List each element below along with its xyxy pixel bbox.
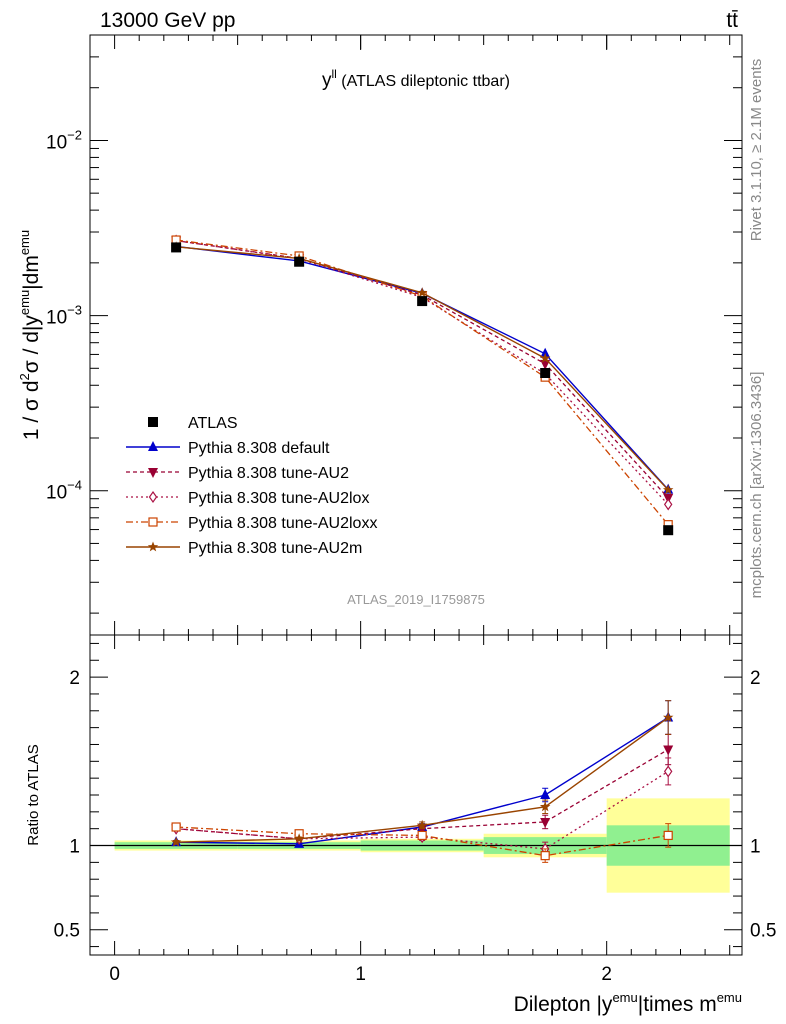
series-point — [539, 352, 551, 363]
svg-text:1 / σ d2σ / d|yemu|dmemu: 1 / σ d2σ / d|yemu|dmemu — [17, 230, 43, 440]
x-tick-label: 0 — [109, 964, 120, 985]
data-point — [417, 296, 428, 307]
legend-marker — [148, 417, 158, 427]
energy-label: 13000 GeV pp — [100, 9, 235, 32]
analysis-id: ATLAS_2019_I1759875 — [347, 592, 485, 607]
data-point — [171, 242, 182, 253]
ratio-tick-label-right: 1 — [750, 837, 761, 858]
mcplots-label: mcplots.cern.ch [arXiv:1306.3436] — [748, 372, 765, 599]
y-tick-label: 10−4 — [46, 478, 82, 504]
ratio-series-point — [170, 836, 182, 847]
y-tick-label: 10−3 — [46, 303, 82, 329]
ratio-frame — [89, 634, 743, 956]
data-point — [294, 256, 305, 267]
series-point — [663, 498, 673, 511]
legend-label: ATLAS — [188, 415, 238, 432]
legend-entry: Pythia 8.308 tune-AU2loxx — [126, 515, 377, 532]
title-main: y — [322, 70, 332, 91]
series-point — [663, 484, 674, 495]
legend: ATLAS Pythia 8.308 default Pythia 8.308 tu… — [126, 415, 377, 557]
rivet-label: Rivet 3.1.10, ≥ 2.1M events — [748, 59, 765, 242]
x-tick-label: 2 — [601, 964, 612, 985]
ratio-series-point — [417, 824, 428, 835]
legend-label: Pythia 8.308 tune-AU2loxx — [188, 515, 377, 532]
title-rest: (ATLAS dileptonic ttbar) — [337, 73, 510, 90]
ratio-series-point — [171, 822, 181, 832]
series-point — [540, 359, 551, 370]
ratio-ylabel: Ratio to ATLAS — [25, 744, 42, 845]
legend-marker — [148, 468, 158, 478]
x-axis-label: Dilepton |yemu|times memu — [514, 990, 742, 1016]
legend-entry-data: ATLAS — [148, 415, 238, 432]
ratio-series-point — [293, 833, 305, 844]
ratio-series-point — [663, 712, 674, 722]
ratio-tick-label: 1 — [69, 837, 80, 858]
x-tick-label: 1 — [355, 964, 366, 985]
svg-text:yll (ATLAS dileptonic ttbar): yll (ATLAS dileptonic ttbar) — [322, 67, 510, 91]
ratio-tick-label-right: 2 — [750, 668, 761, 689]
ratio-series-point — [417, 830, 427, 841]
series-point — [416, 287, 428, 298]
plot-title: yll (ATLAS dileptonic ttbar) — [322, 67, 510, 91]
title-sup: ll — [332, 67, 337, 81]
legend-marker — [147, 541, 159, 552]
ratio-tick-label: 2 — [69, 668, 80, 689]
legend-entry: Pythia 8.308 default — [126, 440, 330, 457]
legend-label: Pythia 8.308 default — [188, 440, 330, 457]
legend-entry: Pythia 8.308 tune-AU2lox — [126, 490, 369, 507]
ratio-series-point — [416, 819, 428, 830]
ratio-series-point — [540, 789, 551, 799]
legend-marker — [148, 441, 158, 451]
series-point — [540, 347, 551, 358]
ratio-series-point — [663, 765, 673, 778]
svg-text:Dilepton |yemu|times memu: Dilepton |yemu|times memu — [514, 990, 742, 1016]
legend-label: Pythia 8.308 tune-AU2lox — [188, 490, 369, 507]
ratio-panel: 0 1 2 0.5 0.5 1 1 2 2 Ratio to ATLAS — [25, 634, 776, 985]
ratio-series-point — [663, 830, 673, 841]
data-point — [663, 525, 674, 536]
ratio-tick-label-right: 0.5 — [750, 921, 776, 942]
ratio-tick-label: 0.5 — [54, 921, 80, 942]
ratio-series-point — [539, 801, 551, 812]
y-tick-label: 10−2 — [46, 127, 82, 153]
ratio-series-point — [540, 817, 551, 828]
legend-entry: Pythia 8.308 tune-AU2m — [126, 540, 362, 557]
series-line — [176, 239, 669, 499]
main-ylabel: 1 / σ d2σ / d|yemu|dmemu — [17, 230, 43, 440]
legend-entry: Pythia 8.308 tune-AU2 — [126, 465, 349, 482]
legend-label: Pythia 8.308 tune-AU2 — [188, 465, 349, 482]
legend-label: Pythia 8.308 tune-AU2m — [188, 540, 362, 557]
ratio-series-point — [540, 851, 550, 861]
main-panel: 10−2 10−3 10−4 yll (ATLAS dileptonic ttbar… — [17, 34, 743, 636]
data-point — [540, 367, 551, 378]
legend-marker — [148, 517, 158, 527]
ratio-series-point — [663, 745, 674, 756]
process-label: tt̄ — [726, 9, 738, 32]
legend-marker — [148, 490, 158, 504]
